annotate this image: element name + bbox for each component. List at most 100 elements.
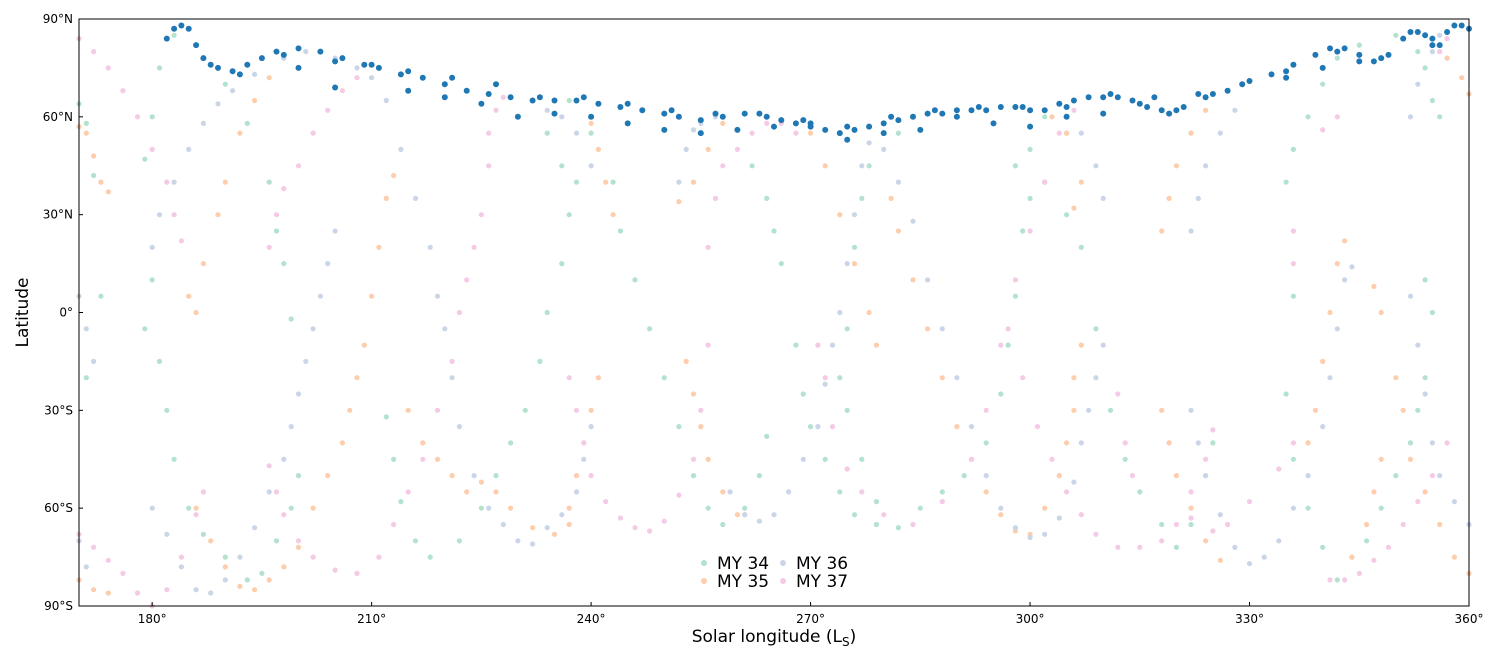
data-point [690,391,697,397]
data-point [215,101,221,107]
data-point [1334,55,1340,61]
data-point [398,499,404,505]
data-point [544,525,550,531]
data-point [156,358,163,364]
data-point [1195,440,1201,446]
data-point [222,564,228,570]
data-point [83,120,89,126]
data-point [829,424,836,430]
data-point [581,440,587,446]
data-point [500,521,506,528]
data-point [486,163,492,169]
legend-item: MY 36 [780,554,848,574]
data-point [1159,228,1165,234]
data-point [280,51,287,58]
data-point [1444,440,1450,446]
data-point [888,113,895,120]
data-point [771,228,777,234]
data-point [530,525,536,531]
data-point [1188,228,1194,234]
legend-label: MY 35 [717,572,769,592]
data-point [1159,538,1165,544]
data-point [822,375,828,381]
data-point [676,179,682,185]
data-point [603,499,609,505]
data-point [807,120,814,127]
data-point [1305,114,1311,120]
data-point [1305,473,1311,479]
data-point [456,309,462,316]
data-point [1349,264,1355,270]
data-point [734,126,741,133]
data-point [1305,505,1311,511]
data-point [295,391,302,397]
data-point [149,277,155,283]
data-point [1371,489,1377,495]
data-point [1203,456,1209,462]
data-point [1107,407,1114,413]
data-point [325,261,331,267]
data-point [91,587,97,593]
data-point [1217,130,1223,136]
data-point [463,87,470,94]
data-point [91,358,97,364]
data-point [1415,407,1421,413]
data-point [295,538,302,544]
data-point [1144,104,1151,110]
data-point [193,505,199,511]
data-point [749,130,755,136]
data-point [391,456,397,462]
data-point [1378,55,1385,62]
data-point [1246,78,1253,84]
data-point [515,538,521,544]
data-point [595,100,602,107]
data-point [800,117,807,124]
data-point [1064,212,1070,218]
data-point [493,107,499,113]
data-point [1041,107,1048,114]
data-point [1429,49,1435,55]
data-point [1078,130,1084,136]
data-point [1364,538,1370,544]
data-point [1203,473,1209,479]
series-my-35 [76,42,1472,596]
data-point [1217,557,1223,563]
data-point [1056,515,1062,521]
data-point [1415,49,1421,55]
data-point [1056,130,1062,136]
data-point [1327,577,1333,583]
data-point [595,146,602,152]
data-point [266,577,272,583]
data-point [639,107,646,114]
data-point [1100,94,1107,101]
data-point [1115,544,1121,550]
data-point [193,42,200,49]
data-point [1122,440,1128,446]
data-point [420,440,426,446]
data-point [1012,104,1019,110]
data-point [763,113,770,120]
data-point [1056,100,1063,107]
data-point [998,505,1004,511]
data-point [1429,42,1436,49]
data-point [1327,45,1333,52]
data-point [310,326,316,332]
data-point [1283,74,1290,81]
data-point [500,94,506,100]
data-point [1429,473,1435,479]
data-point [792,120,799,127]
data-point [822,126,829,133]
data-point [910,521,916,528]
data-point [449,74,456,81]
data-point [1232,544,1238,550]
data-point [1312,407,1318,413]
data-point [595,375,602,381]
series-my-36 [76,32,1472,596]
data-point [734,512,741,518]
data-point [105,557,111,563]
data-point [698,424,704,430]
x-tick-label: 330° [1235,612,1264,626]
data-point [273,489,280,495]
data-point [266,179,272,185]
data-point [478,479,484,485]
